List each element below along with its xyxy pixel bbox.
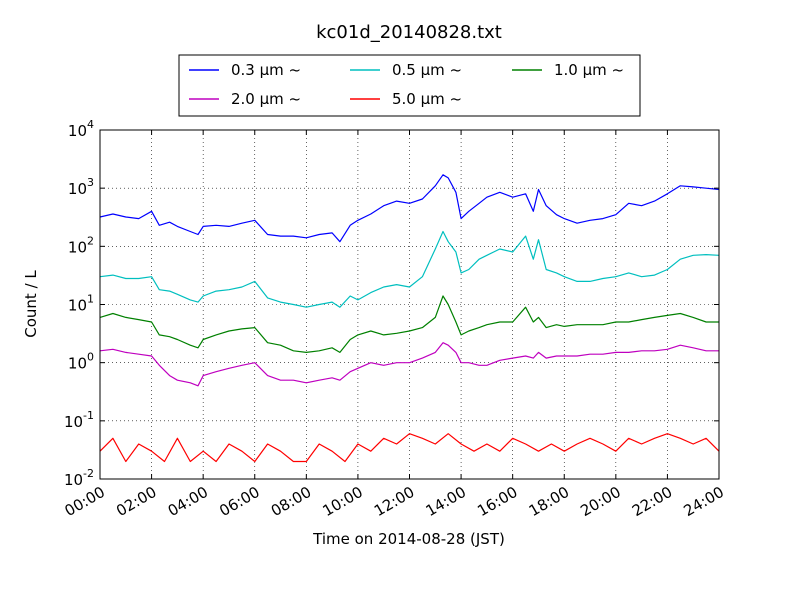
y-tick-label: 104 xyxy=(68,118,94,140)
y-tick-label: 103 xyxy=(68,176,94,198)
y-tick-base: 10 xyxy=(64,413,83,431)
legend-label-2: 1.0 μm ~ xyxy=(554,61,624,79)
series-line-4 xyxy=(99,433,720,463)
y-tick-label: 100 xyxy=(68,351,94,373)
chart-title: kc01d_20140828.txt xyxy=(316,22,502,43)
y-tick-label: 10-1 xyxy=(64,409,94,431)
series-line-1 xyxy=(99,230,720,308)
legend-label-1: 0.5 μm ~ xyxy=(392,61,462,79)
y-tick-exponent: 4 xyxy=(87,118,94,131)
y-tick-base: 10 xyxy=(68,297,87,315)
series-layer xyxy=(99,174,720,463)
legend: 0.3 μm ~ 0.5 μm ~ 1.0 μm ~ 2.0 μm ~ 5.0 μm ~ xyxy=(178,54,641,117)
series-line-3 xyxy=(99,342,719,387)
y-tick-label: 102 xyxy=(68,234,94,256)
series-line-0 xyxy=(99,174,720,243)
y-tick-exponent: 2 xyxy=(87,234,94,247)
x-axis-label: Time on 2014-08-28 (JST) xyxy=(312,530,505,548)
y-tick-base: 10 xyxy=(68,238,87,256)
legend-label-0: 0.3 μm ~ xyxy=(231,61,301,79)
y-axis-label: Count / L xyxy=(22,270,40,338)
y-tick-base: 10 xyxy=(68,122,87,140)
y-tick-label: 101 xyxy=(68,293,94,315)
y-tick-exponent: 0 xyxy=(87,351,94,364)
y-tick-base: 10 xyxy=(68,355,87,373)
legend-box xyxy=(178,54,641,117)
y-tick-exponent: -2 xyxy=(83,467,94,480)
legend-label-3: 2.0 μm ~ xyxy=(231,90,301,108)
y-tick-label: 10-2 xyxy=(64,467,94,489)
y-tick-exponent: 3 xyxy=(87,176,94,189)
y-tick-exponent: -1 xyxy=(83,409,94,422)
y-tick-base: 10 xyxy=(68,180,87,198)
y-tick-base: 10 xyxy=(64,471,83,489)
legend-label-4: 5.0 μm ~ xyxy=(392,90,462,108)
series-line-2 xyxy=(99,295,719,353)
y-tick-exponent: 1 xyxy=(87,293,94,306)
axis-ticks xyxy=(99,129,720,480)
